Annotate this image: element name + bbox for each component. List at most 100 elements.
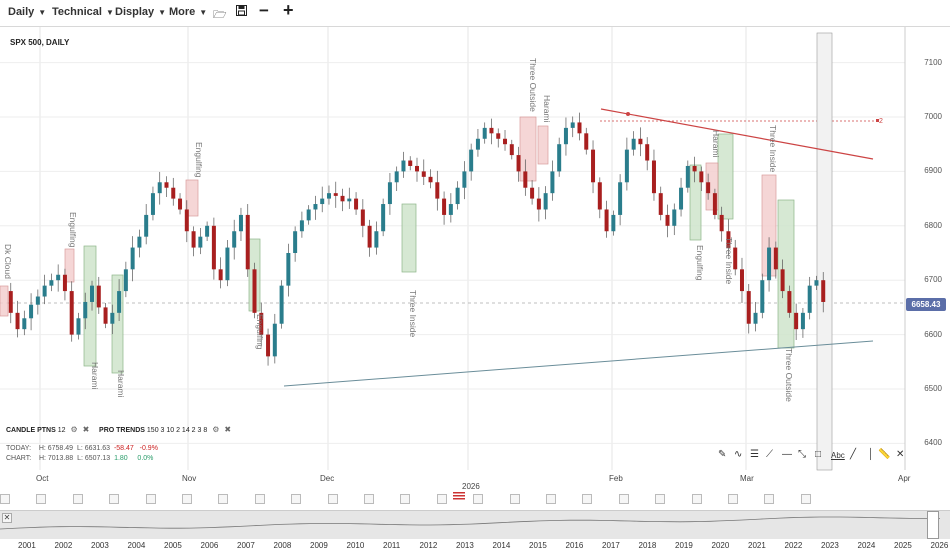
upper-trendline [600,108,874,160]
pattern-label: Three Inside [768,125,778,173]
event-marker[interactable] [691,494,702,504]
event-marker[interactable] [327,494,338,504]
zoom-in-button[interactable]: + [283,0,294,20]
interval-dropdown[interactable]: Daily ▼ [8,6,46,18]
horizontal-line-icon[interactable]: — [782,449,792,460]
curve-icon[interactable]: ∿ [734,449,743,460]
event-marker[interactable] [145,494,156,504]
candle-body [496,133,501,139]
candle-body [645,144,650,161]
event-marker[interactable] [291,494,302,504]
fib-levels-icon[interactable]: ☰ [750,449,759,460]
price-chart[interactable]: 2 Dk Cloud Engulfing Harami Harami Engulfing… [0,27,950,487]
navigator-handle[interactable] [927,511,939,539]
year-tick: 2012 [419,541,438,550]
candle-body [96,285,101,308]
month-tick: Mar [740,474,754,483]
event-marker[interactable] [800,494,811,504]
display-menu[interactable]: Display ▼ [115,6,166,18]
candle-body [90,285,95,302]
pattern-label: Harami [542,95,552,123]
line-icon[interactable]: ╱ [850,449,857,460]
month-tick: Apr [898,474,911,483]
pattern-label: Engulfing [255,314,265,350]
close-icon[interactable]: ✕ [896,449,905,460]
candle-body [665,214,670,226]
close-icon[interactable]: ✕ [2,513,12,523]
gear-icon[interactable]: ⚙ [212,425,220,434]
event-marker[interactable] [509,494,520,504]
text-tool[interactable]: Abc [831,451,845,460]
candle-body [394,171,399,183]
pen-icon[interactable]: ✎ [718,449,727,460]
more-menu[interactable]: More ▼ [169,6,207,18]
month-tick: Dec [320,474,335,483]
candle-body [679,187,684,210]
us-flag-icon [453,492,465,501]
zoom-out-button[interactable]: − [259,1,269,20]
candle-body [320,198,325,205]
event-marker[interactable] [473,494,484,504]
event-marker[interactable] [0,494,10,504]
candle-body [29,304,34,319]
today-label: TODAY: [6,445,32,452]
event-marker[interactable] [109,494,120,504]
fan-lines-icon[interactable]: ⟋ [766,449,773,460]
year-tick: 2007 [237,541,255,550]
drawing-toolbar: ✎ ∿ ☰ ⟋ — ⤡ □ Abc ╱ │ 📏 ✕ [718,449,908,465]
event-marker[interactable] [254,494,265,504]
rectangle-icon[interactable]: □ [815,449,822,460]
event-marker[interactable] [36,494,47,504]
candle-body [706,182,711,194]
trendline-anchor [626,112,630,116]
segment-icon[interactable]: ⤡ [798,449,806,460]
event-marker[interactable] [655,494,666,504]
price-tick: 6500 [924,384,942,393]
price-tick: 6900 [924,166,942,176]
gear-icon[interactable]: ⚙ [70,425,78,434]
more-label: More [169,6,196,18]
candle-body [15,312,20,330]
save-icon[interactable] [236,5,247,19]
candle-body [739,269,744,292]
event-marker[interactable] [436,494,447,504]
event-marker[interactable] [546,494,556,504]
price-tick: 7000 [924,112,942,121]
event-marker[interactable] [728,494,738,504]
event-marker[interactable] [400,494,411,504]
trend-lines [283,108,874,387]
technical-label: Technical [52,6,102,18]
candle-body [794,312,799,330]
event-marker[interactable] [364,494,374,504]
time-navigator[interactable]: ✕ [0,510,950,539]
candle-body [117,291,122,313]
candle-body [442,198,447,215]
event-marker[interactable] [764,494,775,504]
event-marker[interactable] [618,494,629,504]
candle-body [347,198,352,202]
close-icon[interactable]: ✖ [82,425,90,434]
candle-body [719,214,724,232]
candle-body [557,144,562,172]
candle-body [482,127,487,139]
event-marker[interactable] [182,494,192,504]
folder-open-icon[interactable]: 🗁 [213,9,227,21]
pattern-label: Harami [90,362,100,390]
candle-body [746,291,751,324]
ruler-icon[interactable]: 📏 [878,449,891,460]
candle-body [760,280,765,313]
pattern-highlights [0,116,795,374]
candle-body [22,318,27,330]
close-icon[interactable]: ✖ [224,425,232,434]
candle-body [340,195,345,202]
pattern-label: Three Inside [408,290,418,338]
event-marker[interactable] [582,494,593,504]
technical-menu[interactable]: Technical ▼ [52,6,114,18]
interval-label: Daily [8,6,35,18]
event-marker[interactable] [72,494,83,504]
event-marker[interactable] [218,494,229,504]
pattern-label: Harami [711,130,721,158]
candle-body [8,291,13,313]
candle-body [570,122,575,128]
candle-body [313,204,318,210]
